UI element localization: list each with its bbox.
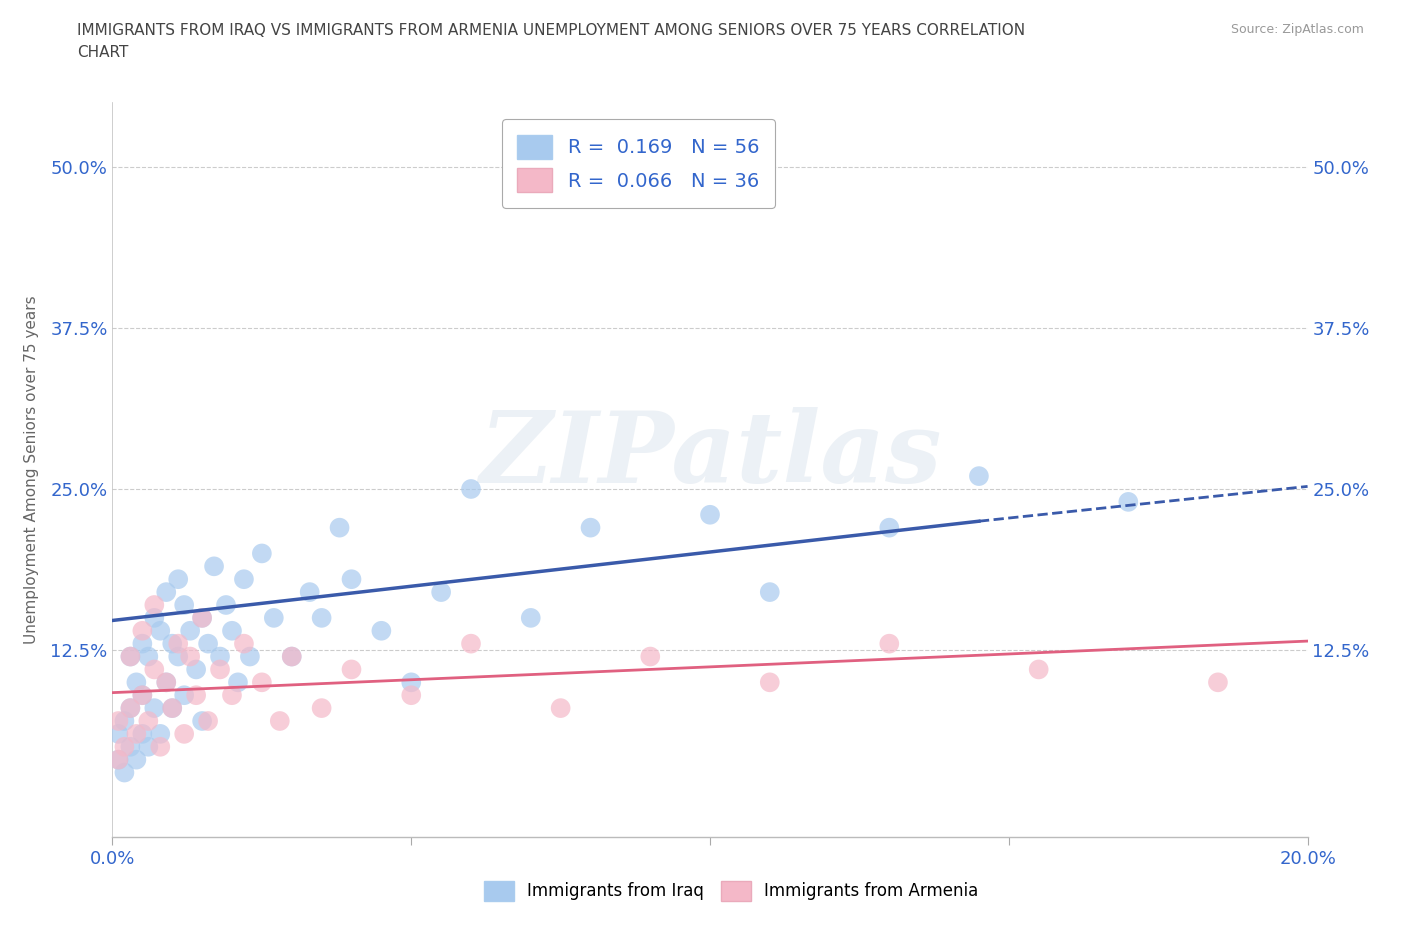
Point: [281, 649, 304, 664]
Legend: Immigrants from Iraq, Immigrants from Armenia: Immigrants from Iraq, Immigrants from Ar…: [477, 874, 986, 908]
Point: [143, 700, 166, 715]
Point: [155, 585, 177, 600]
Point: [197, 636, 219, 651]
Point: [143, 610, 166, 625]
Point: [107, 713, 129, 728]
Point: [202, 559, 225, 574]
Point: [520, 610, 543, 625]
Point: [226, 675, 249, 690]
Text: ZIPatlas: ZIPatlas: [479, 406, 941, 503]
Point: [699, 508, 721, 523]
Point: [209, 649, 232, 664]
Point: [191, 610, 214, 625]
Point: [179, 623, 201, 638]
Point: [131, 636, 153, 651]
Point: [879, 520, 901, 535]
Point: [155, 675, 177, 690]
Point: [138, 739, 160, 754]
Point: [120, 649, 142, 664]
Point: [149, 739, 172, 754]
Point: [879, 636, 901, 651]
Text: CHART: CHART: [77, 45, 129, 60]
Point: [298, 585, 321, 600]
Point: [143, 662, 166, 677]
Point: [173, 688, 195, 703]
Point: [131, 688, 153, 703]
Point: [173, 726, 195, 741]
Point: [579, 520, 602, 535]
Point: [311, 700, 333, 715]
Point: [120, 700, 142, 715]
Point: [401, 675, 423, 690]
Point: [1206, 675, 1229, 690]
Point: [131, 726, 153, 741]
Point: [114, 765, 135, 780]
Point: [114, 739, 135, 754]
Point: [186, 688, 208, 703]
Point: [215, 598, 238, 613]
Point: [233, 636, 256, 651]
Point: [107, 752, 129, 767]
Text: Source: ZipAtlas.com: Source: ZipAtlas.com: [1230, 23, 1364, 36]
Point: [209, 662, 232, 677]
Point: [221, 623, 243, 638]
Point: [759, 585, 782, 600]
Point: [143, 598, 166, 613]
Point: [173, 598, 195, 613]
Legend: R =  0.169   N = 56, R =  0.066   N = 36: R = 0.169 N = 56, R = 0.066 N = 36: [502, 119, 775, 207]
Point: [162, 636, 183, 651]
Point: [191, 610, 214, 625]
Point: [149, 726, 172, 741]
Point: [239, 649, 262, 664]
Point: [120, 649, 142, 664]
Y-axis label: Unemployment Among Seniors over 75 years: Unemployment Among Seniors over 75 years: [24, 296, 39, 644]
Point: [967, 469, 990, 484]
Point: [131, 623, 153, 638]
Point: [120, 700, 142, 715]
Point: [120, 739, 142, 754]
Point: [191, 713, 214, 728]
Point: [250, 675, 273, 690]
Point: [460, 636, 482, 651]
Point: [167, 636, 190, 651]
Point: [550, 700, 572, 715]
Point: [138, 713, 160, 728]
Point: [149, 623, 172, 638]
Point: [233, 572, 256, 587]
Point: [197, 713, 219, 728]
Point: [125, 752, 148, 767]
Point: [131, 688, 153, 703]
Point: [114, 713, 135, 728]
Point: [107, 752, 129, 767]
Point: [269, 713, 291, 728]
Point: [460, 482, 482, 497]
Point: [340, 572, 363, 587]
Point: [138, 649, 160, 664]
Point: [107, 726, 129, 741]
Point: [125, 675, 148, 690]
Point: [162, 700, 183, 715]
Point: [179, 649, 201, 664]
Point: [167, 649, 190, 664]
Point: [340, 662, 363, 677]
Point: [1028, 662, 1050, 677]
Point: [186, 662, 208, 677]
Point: [759, 675, 782, 690]
Text: IMMIGRANTS FROM IRAQ VS IMMIGRANTS FROM ARMENIA UNEMPLOYMENT AMONG SENIORS OVER : IMMIGRANTS FROM IRAQ VS IMMIGRANTS FROM …: [77, 23, 1025, 38]
Point: [250, 546, 273, 561]
Point: [162, 700, 183, 715]
Point: [430, 585, 453, 600]
Point: [311, 610, 333, 625]
Point: [125, 726, 148, 741]
Point: [401, 688, 423, 703]
Point: [221, 688, 243, 703]
Point: [1118, 495, 1140, 510]
Point: [263, 610, 285, 625]
Point: [370, 623, 392, 638]
Point: [281, 649, 304, 664]
Point: [329, 520, 352, 535]
Point: [155, 675, 177, 690]
Point: [640, 649, 662, 664]
Point: [167, 572, 190, 587]
